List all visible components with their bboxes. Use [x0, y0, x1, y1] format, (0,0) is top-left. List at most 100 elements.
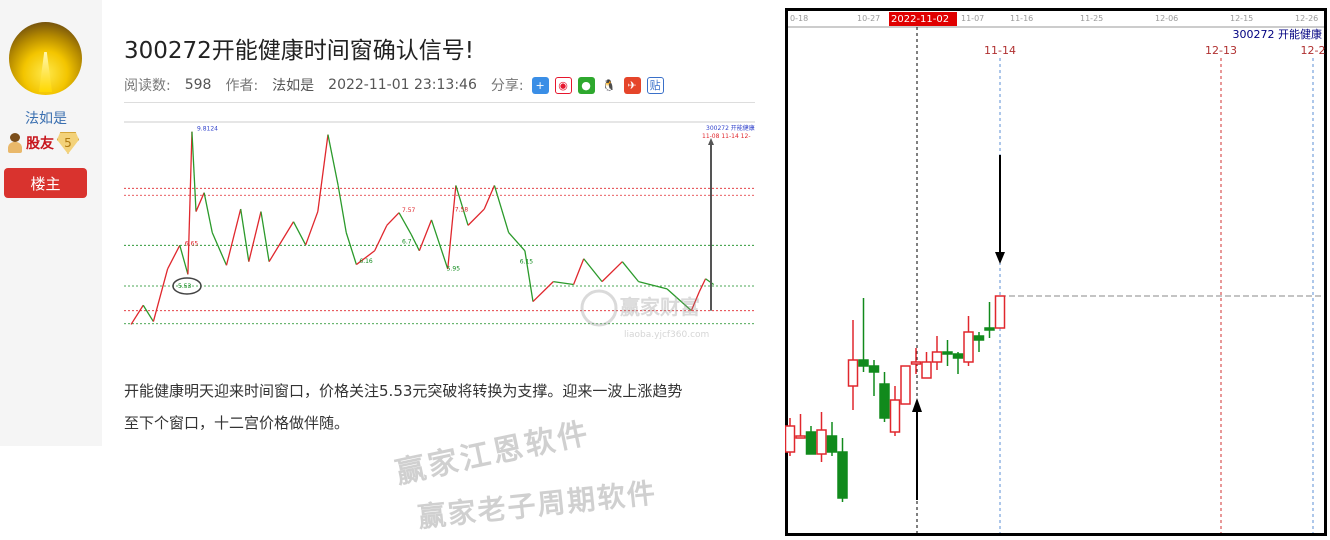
price-segment	[327, 134, 339, 186]
qzone-icon[interactable]: ✈	[623, 76, 641, 94]
candle-body	[868, 365, 880, 373]
price-label: 7.57	[402, 207, 416, 214]
price-segment	[705, 278, 715, 286]
window-date-label: 11-14	[984, 44, 1016, 57]
price-segment	[142, 304, 154, 322]
price-segment	[345, 232, 358, 265]
up-arrow-head	[912, 398, 922, 412]
candle-body	[963, 331, 974, 363]
candle-body	[816, 429, 827, 455]
price-label: 7.58	[455, 207, 469, 214]
price-segment	[508, 232, 526, 252]
price-segment	[167, 245, 181, 270]
weibo-icon[interactable]: ◉	[554, 76, 572, 94]
x-tick-label: 10-27	[857, 14, 880, 23]
price-segment	[386, 212, 400, 226]
reads-count: 598	[184, 77, 212, 93]
price-segment	[260, 211, 270, 262]
candle-body	[931, 351, 943, 363]
price-segment	[211, 232, 228, 266]
owner-button[interactable]: 楼主	[4, 168, 87, 198]
price-segment	[248, 211, 262, 262]
price-segment	[179, 245, 189, 275]
price-segment	[430, 219, 449, 270]
x-tick-label: 0-18	[790, 14, 808, 23]
price-label: 6.16	[359, 258, 373, 265]
author-value: 法如是	[272, 78, 315, 94]
user-rank-icon	[7, 133, 23, 153]
candle-body	[795, 435, 806, 439]
candle-body	[847, 359, 859, 387]
price-segment	[374, 225, 388, 252]
candle-body	[952, 353, 964, 359]
price-segment	[621, 261, 640, 283]
price-segment	[666, 288, 692, 312]
watermark-logo: 赢家财富	[620, 295, 700, 319]
price-segment	[483, 185, 496, 210]
price-segment	[601, 261, 623, 283]
candle-body	[900, 365, 911, 405]
price-segment	[152, 268, 169, 322]
candle-body	[837, 451, 848, 499]
post-meta: 阅读数: 598 作者: 法如是 2022-11-01 23:13:46 分享:…	[124, 75, 678, 95]
divider	[124, 102, 755, 103]
price-label: 6.7	[402, 239, 412, 246]
down-arrow-head	[995, 252, 1005, 264]
share-label: 分享:	[490, 78, 524, 94]
user-rank: 股友 5	[7, 132, 79, 154]
price-segment	[355, 250, 376, 266]
price-segment	[418, 219, 433, 252]
price-segment	[187, 131, 193, 275]
price-label: 6.15	[520, 258, 534, 265]
post-datetime: 2022-11-01 23:13:46	[328, 77, 477, 93]
candlestick-chart: 0-18 10-27 11-07 11-16 11-25 12-06 12-15 12-26 2…	[785, 8, 1327, 536]
avatar[interactable]	[9, 22, 82, 95]
candle-body	[994, 295, 1006, 329]
circled-value: 5.53	[178, 283, 192, 290]
price-segment	[493, 185, 510, 233]
price-segment	[337, 185, 347, 233]
rank-label: 股友	[26, 136, 54, 152]
price-label: 5.95	[447, 266, 461, 273]
chart-header-title: 300272 开能健康	[706, 124, 755, 132]
x-tick-label: 11-07	[961, 14, 984, 23]
tieba-icon[interactable]: 贴	[646, 76, 664, 94]
arrow-head	[708, 138, 714, 145]
price-segment	[203, 192, 213, 233]
price-segment	[524, 250, 534, 302]
price-segment	[572, 258, 585, 285]
post-paragraph-line: 至下个窗口，十二宫价格做伴随。	[124, 414, 350, 432]
author-name-link[interactable]: 法如是	[25, 111, 67, 127]
price-label: 6.65	[185, 240, 199, 247]
price-segment	[240, 208, 250, 262]
highlight-date: 2022-11-02	[891, 14, 949, 25]
watermark-logo-icon	[580, 289, 618, 327]
plus-share-icon[interactable]: +	[531, 76, 549, 94]
candle-body	[879, 383, 890, 419]
candle-body	[805, 431, 817, 455]
qq-icon[interactable]: 🐧	[600, 76, 618, 94]
x-tick-label: 12-26	[1295, 14, 1318, 23]
candle-body	[858, 359, 869, 367]
x-tick-label: 12-06	[1155, 14, 1178, 23]
post-body: 开能健康明天迎来时间窗口，价格关注5.53元突破将转换为支撑。迎来一波上涨趋势 …	[124, 375, 764, 439]
price-segment	[191, 131, 197, 212]
price-segment	[268, 221, 295, 262]
price-segment	[292, 221, 307, 246]
highlight-date-box	[889, 12, 957, 26]
candle-body	[973, 335, 985, 341]
candle-body	[785, 425, 796, 453]
candle-body	[942, 351, 953, 355]
candle-body	[984, 327, 995, 331]
price-segment	[690, 291, 701, 311]
price-segment	[532, 281, 554, 303]
post-title: 300272开能健康时间窗确认信号!	[124, 38, 475, 64]
price-segment	[467, 208, 485, 226]
price-segment	[225, 208, 242, 266]
price-segment	[553, 280, 574, 286]
wechat-icon[interactable]: ●	[577, 76, 595, 94]
author-sidebar: 法如是 股友 5 楼主	[0, 0, 102, 446]
window-date-label: 12-13	[1205, 44, 1237, 57]
author-label: 作者:	[225, 78, 259, 94]
x-tick-label: 11-25	[1080, 14, 1103, 23]
